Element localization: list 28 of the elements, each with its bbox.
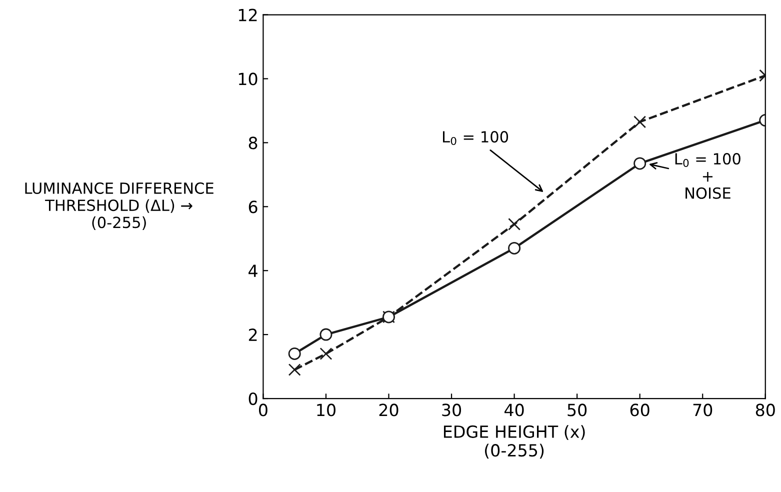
x-tick-label: 50 — [568, 404, 587, 416]
annotation: L$_{0}$ = 100 + NOISE — [675, 153, 740, 199]
y-axis-title: LUMINANCE DIFFERENCE THRESHOLD (ΔL) → (0-255) — [25, 182, 214, 230]
x-tick-label: 20 — [379, 404, 398, 416]
x-tick-label: 10 — [317, 404, 336, 416]
point — [508, 218, 521, 230]
x-tick-label: 40 — [504, 404, 524, 416]
x-tick-label: 70 — [693, 404, 712, 416]
point — [634, 157, 646, 170]
x-tick-label: 80 — [756, 404, 775, 416]
point — [288, 363, 301, 376]
x-axis-title: EDGE HEIGHT (x) (0-255) — [444, 425, 585, 459]
x-tick-label: 30 — [442, 404, 462, 416]
point — [320, 328, 332, 341]
y-tick-label: 10 — [238, 72, 258, 86]
x-tick-label: 0 — [258, 404, 268, 416]
x-tick-label: 60 — [630, 404, 650, 416]
y-tick-label: 8 — [248, 136, 258, 150]
y-tick-label: 0 — [248, 392, 258, 406]
y-tick-label: 12 — [238, 8, 257, 22]
y-tick-label: 4 — [248, 264, 258, 277]
y-tick-label: 2 — [248, 328, 257, 341]
annotation: L$_{0}$ = 100 — [443, 131, 508, 146]
point — [508, 242, 521, 254]
y-tick-label: 6 — [248, 200, 258, 214]
point — [288, 348, 301, 360]
point — [634, 116, 646, 128]
point — [320, 348, 332, 360]
